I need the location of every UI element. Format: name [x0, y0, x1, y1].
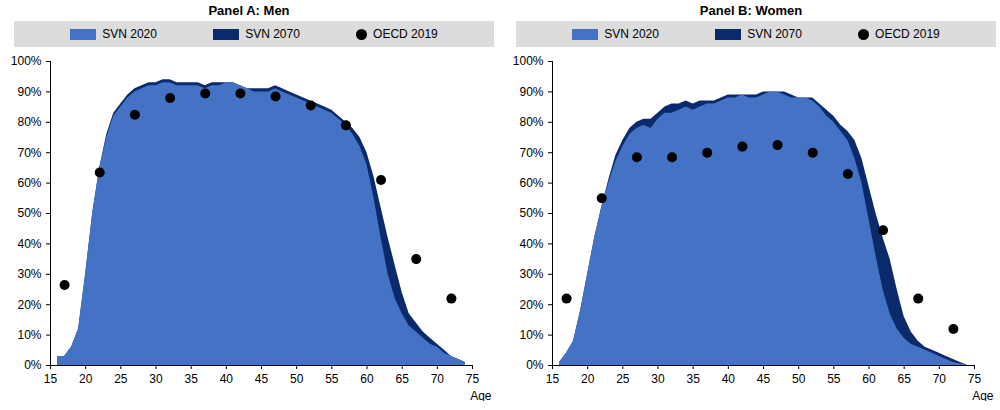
svg-text:30: 30: [651, 372, 665, 386]
svg-text:0%: 0%: [24, 358, 42, 372]
svg-text:70%: 70%: [17, 146, 41, 160]
svg-text:10%: 10%: [17, 328, 41, 342]
svg-text:70: 70: [933, 372, 947, 386]
html-text:OECD 2019: OECD 2019: [373, 27, 438, 41]
html-text:Panel A: Men: Panel A: Men: [208, 3, 290, 18]
svg-text:65: 65: [897, 372, 911, 386]
svg-text:40: 40: [722, 372, 736, 386]
svg-text:50%: 50%: [519, 206, 543, 220]
svg-text:20: 20: [79, 372, 93, 386]
svg-text:65: 65: [395, 372, 409, 386]
svg-text:60%: 60%: [519, 176, 543, 190]
svg-text:70%: 70%: [519, 146, 543, 160]
svg-text:90%: 90%: [519, 85, 543, 99]
svg-text:75: 75: [466, 372, 480, 386]
svg-text:45: 45: [255, 372, 269, 386]
html-text:SVN 2020: SVN 2020: [102, 27, 157, 41]
svg-text:35: 35: [184, 372, 198, 386]
svg-text:45: 45: [757, 372, 771, 386]
svg-text:25: 25: [114, 372, 128, 386]
svg-text:80%: 80%: [519, 115, 543, 129]
svg-text:30%: 30%: [519, 267, 543, 281]
svg-text:20: 20: [581, 372, 595, 386]
svg-text:50%: 50%: [17, 206, 41, 220]
svg-text:15: 15: [546, 372, 560, 386]
svg-text:10%: 10%: [519, 328, 543, 342]
svg-text:40%: 40%: [17, 237, 41, 251]
svg-text:35: 35: [686, 372, 700, 386]
svg-text:15: 15: [44, 372, 58, 386]
svg-text:30%: 30%: [17, 267, 41, 281]
svg-text:Age: Age: [972, 389, 994, 402]
svg-text:40%: 40%: [519, 237, 543, 251]
svg-text:60: 60: [862, 372, 876, 386]
svg-text:25: 25: [616, 372, 630, 386]
svg-text:75: 75: [968, 372, 982, 386]
svg-text:50: 50: [290, 372, 304, 386]
svg-text:0%: 0%: [526, 358, 544, 372]
svg-text:55: 55: [827, 372, 841, 386]
html-text:OECD 2019: OECD 2019: [875, 27, 940, 41]
html-text:SVN 2070: SVN 2070: [245, 27, 300, 41]
svg-text:55: 55: [325, 372, 339, 386]
svg-text:80%: 80%: [17, 115, 41, 129]
svg-text:30: 30: [149, 372, 163, 386]
svg-text:60%: 60%: [17, 176, 41, 190]
svg-text:90%: 90%: [17, 85, 41, 99]
svg-text:Age: Age: [470, 389, 492, 402]
svg-text:60: 60: [360, 372, 374, 386]
svg-text:100%: 100%: [513, 54, 544, 68]
html-text:Panel B: Women: Panel B: Women: [699, 3, 803, 18]
svg-text:20%: 20%: [17, 298, 41, 312]
svg-text:70: 70: [431, 372, 445, 386]
svg-text:40: 40: [220, 372, 234, 386]
html-text:SVN 2020: SVN 2020: [604, 27, 659, 41]
svg-text:100%: 100%: [11, 54, 42, 68]
svg-text:20%: 20%: [519, 298, 543, 312]
html-text:SVN 2070: SVN 2070: [747, 27, 802, 41]
svg-text:50: 50: [792, 372, 806, 386]
